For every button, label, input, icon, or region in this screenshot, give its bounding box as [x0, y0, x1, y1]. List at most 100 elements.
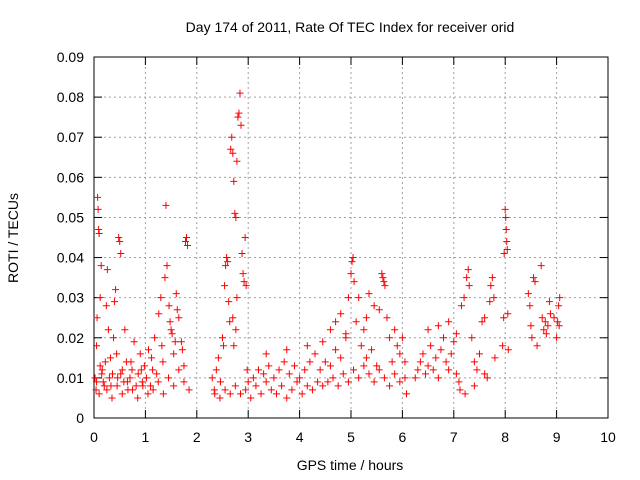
- data-point: [442, 358, 450, 366]
- data-point: [429, 366, 437, 374]
- data-point: [231, 209, 239, 217]
- data-point: [134, 394, 142, 402]
- chart-title: Day 174 of 2011, Rate Of TEC Index for r…: [186, 19, 515, 35]
- y-tick-label-0.06: 0.06: [57, 169, 84, 185]
- data-point: [503, 238, 511, 246]
- data-point: [222, 262, 230, 270]
- data-point: [137, 366, 145, 374]
- data-point: [540, 326, 548, 334]
- data-point: [99, 378, 107, 386]
- data-point: [301, 366, 309, 374]
- data-point: [554, 318, 562, 326]
- data-point: [470, 382, 478, 390]
- data-point: [96, 362, 104, 370]
- data-point: [450, 338, 458, 346]
- data-point: [242, 386, 250, 394]
- data-point: [91, 374, 99, 382]
- data-point: [111, 298, 119, 306]
- data-point: [386, 382, 394, 390]
- data-point: [92, 386, 100, 394]
- data-point: [184, 242, 192, 250]
- data-point: [380, 278, 388, 286]
- data-point: [95, 390, 103, 398]
- data-point: [214, 354, 222, 362]
- data-point: [168, 330, 176, 338]
- data-point: [344, 294, 352, 302]
- data-point: [503, 246, 511, 254]
- data-point: [170, 350, 178, 358]
- x-tick-label-1: 1: [142, 429, 150, 445]
- data-point: [464, 266, 472, 274]
- data-point: [265, 362, 273, 370]
- x-tick-label-4: 4: [296, 429, 304, 445]
- data-point: [240, 278, 248, 286]
- data-point: [114, 374, 122, 382]
- data-point: [504, 346, 512, 354]
- data-point: [283, 346, 291, 354]
- data-point: [95, 229, 103, 237]
- data-point: [267, 386, 275, 394]
- data-point: [159, 358, 167, 366]
- data-point: [138, 378, 146, 386]
- data-point: [541, 318, 549, 326]
- data-point: [463, 274, 471, 282]
- x-tick-label-6: 6: [399, 429, 407, 445]
- data-point: [241, 234, 249, 241]
- data-point: [115, 234, 123, 241]
- data-point: [103, 386, 111, 394]
- data-point: [211, 390, 219, 398]
- data-point: [93, 314, 101, 322]
- data-point: [290, 362, 298, 370]
- data-point: [244, 378, 252, 386]
- data-point: [550, 314, 558, 322]
- data-point: [473, 366, 481, 374]
- data-point: [172, 290, 180, 298]
- data-point: [501, 205, 509, 213]
- data-point: [478, 318, 486, 326]
- data-point: [487, 282, 495, 290]
- data-point: [108, 394, 116, 402]
- data-point: [319, 382, 327, 390]
- data-point: [380, 374, 388, 382]
- data-point: [180, 378, 188, 386]
- data-point: [386, 334, 394, 342]
- data-point: [502, 213, 510, 221]
- data-point: [236, 89, 244, 97]
- data-point: [103, 266, 111, 274]
- data-point: [481, 370, 489, 378]
- data-point: [314, 378, 322, 386]
- data-point: [403, 390, 411, 398]
- data-point: [362, 314, 370, 322]
- data-point: [234, 113, 242, 121]
- y-tick-label-0.08: 0.08: [57, 89, 84, 105]
- data-point: [332, 318, 340, 326]
- data-point: [347, 270, 355, 278]
- data-point: [232, 213, 240, 221]
- data-point: [149, 366, 157, 374]
- axis-ticks: [93, 56, 609, 419]
- data-point: [220, 342, 228, 350]
- data-point: [355, 294, 363, 302]
- data-point: [144, 390, 152, 398]
- grid-lines: [94, 57, 608, 418]
- data-point: [163, 262, 171, 270]
- data-point: [233, 157, 241, 165]
- data-point: [388, 358, 396, 366]
- data-point: [223, 254, 231, 262]
- data-point: [153, 370, 161, 378]
- data-point: [537, 262, 545, 270]
- data-point: [528, 334, 536, 342]
- data-point: [230, 342, 238, 350]
- data-point: [527, 322, 535, 330]
- data-point: [243, 366, 251, 374]
- data-point: [158, 342, 166, 350]
- data-point: [326, 326, 334, 334]
- data-point: [357, 342, 365, 350]
- y-tick-label-0.04: 0.04: [57, 250, 84, 266]
- data-point: [308, 386, 316, 394]
- data-point: [383, 314, 391, 322]
- data-point: [538, 314, 546, 322]
- data-point: [155, 310, 163, 318]
- data-point: [375, 366, 383, 374]
- data-point: [414, 366, 422, 374]
